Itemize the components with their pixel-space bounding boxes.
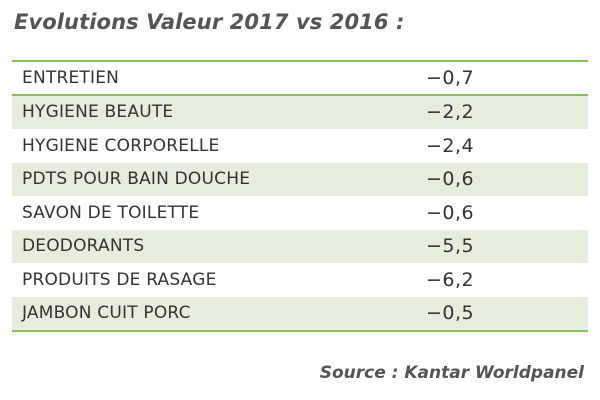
evolution-table: ENTRETIEN −0,7 HYGIENE BEAUTE −2,2 HYGIENE C… (12, 60, 588, 332)
row-value: −2,4 (426, 134, 475, 157)
row-category-label: HYGIENE BEAUTE (22, 102, 174, 123)
row-value: −5,5 (426, 235, 475, 258)
row-value: −0,6 (426, 201, 475, 224)
row-value: −0,6 (426, 168, 475, 191)
table-row: HYGIENE CORPORELLE −2,4 (12, 129, 588, 163)
table-row: HYGIENE BEAUTE −2,2 (12, 95, 588, 129)
row-category-label: JAMBON CUIT PORC (22, 303, 191, 324)
row-value: −0,5 (426, 302, 475, 325)
table-row: PDTS POUR BAIN DOUCHE −0,6 (12, 162, 588, 196)
table-row: PRODUITS DE RASAGE −6,2 (12, 263, 588, 297)
table-title: Evolutions Valeur 2017 vs 2016 : (14, 10, 405, 34)
row-value: −6,2 (426, 268, 475, 291)
row-value: −0,7 (426, 66, 475, 89)
row-value: −2,2 (426, 101, 475, 124)
source-note: Source : Kantar Worldpanel (319, 363, 584, 383)
table-row: DEODORANTS −5,5 (12, 229, 588, 263)
table-row: SAVON DE TOILETTE −0,6 (12, 196, 588, 230)
table-row: JAMBON CUIT PORC −0,5 (12, 296, 588, 330)
row-category-label: SAVON DE TOILETTE (22, 202, 200, 223)
row-category-label: PDTS POUR BAIN DOUCHE (22, 169, 251, 190)
table-row: ENTRETIEN −0,7 (12, 62, 588, 96)
row-category-label: HYGIENE CORPORELLE (22, 135, 220, 156)
row-category-label: ENTRETIEN (22, 67, 120, 88)
row-category-label: DEODORANTS (22, 236, 145, 257)
row-category-label: PRODUITS DE RASAGE (22, 269, 217, 290)
